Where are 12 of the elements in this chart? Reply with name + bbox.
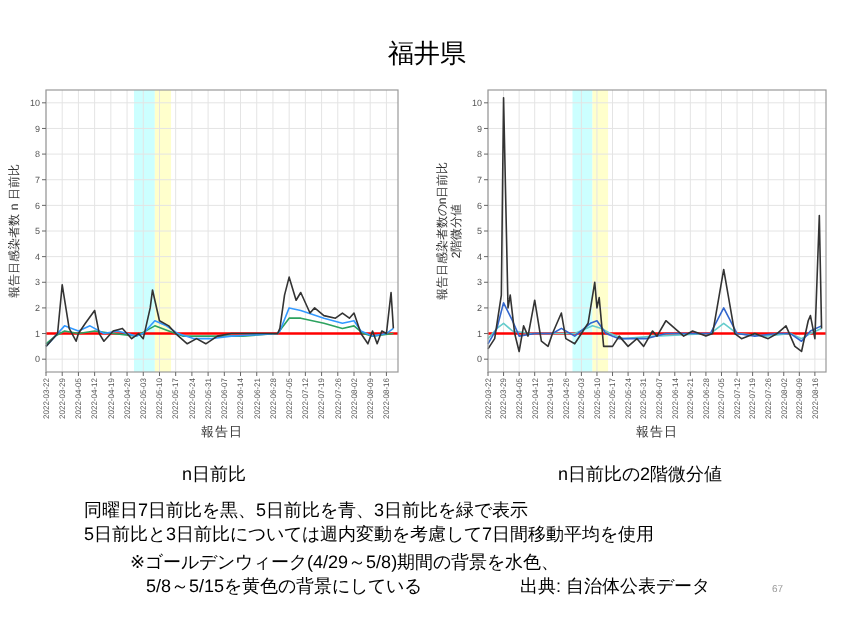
- text: 5日前比と3日前比については週内変動を考慮して7日間移動平均を使用: [84, 524, 655, 544]
- text: n日前比: [181, 464, 247, 484]
- text: 5/8～5/15を黄色の背景にしている: [146, 576, 423, 596]
- chart-title: 福井県: [388, 38, 466, 68]
- text: ※ゴールデンウィーク(4/29～5/8)期間の背景を水色、: [130, 552, 560, 572]
- line-series: [487, 301, 823, 345]
- text: 同曜日7日前比を黒、5日前比を青、3日前比を緑で表示: [84, 500, 529, 520]
- text: n日前比の2階微分値: [557, 464, 723, 484]
- line-series: [45, 317, 395, 345]
- source-note: 出典: 自治体公表データ: [520, 576, 711, 596]
- line-series: [45, 276, 395, 348]
- line-series: [487, 96, 823, 353]
